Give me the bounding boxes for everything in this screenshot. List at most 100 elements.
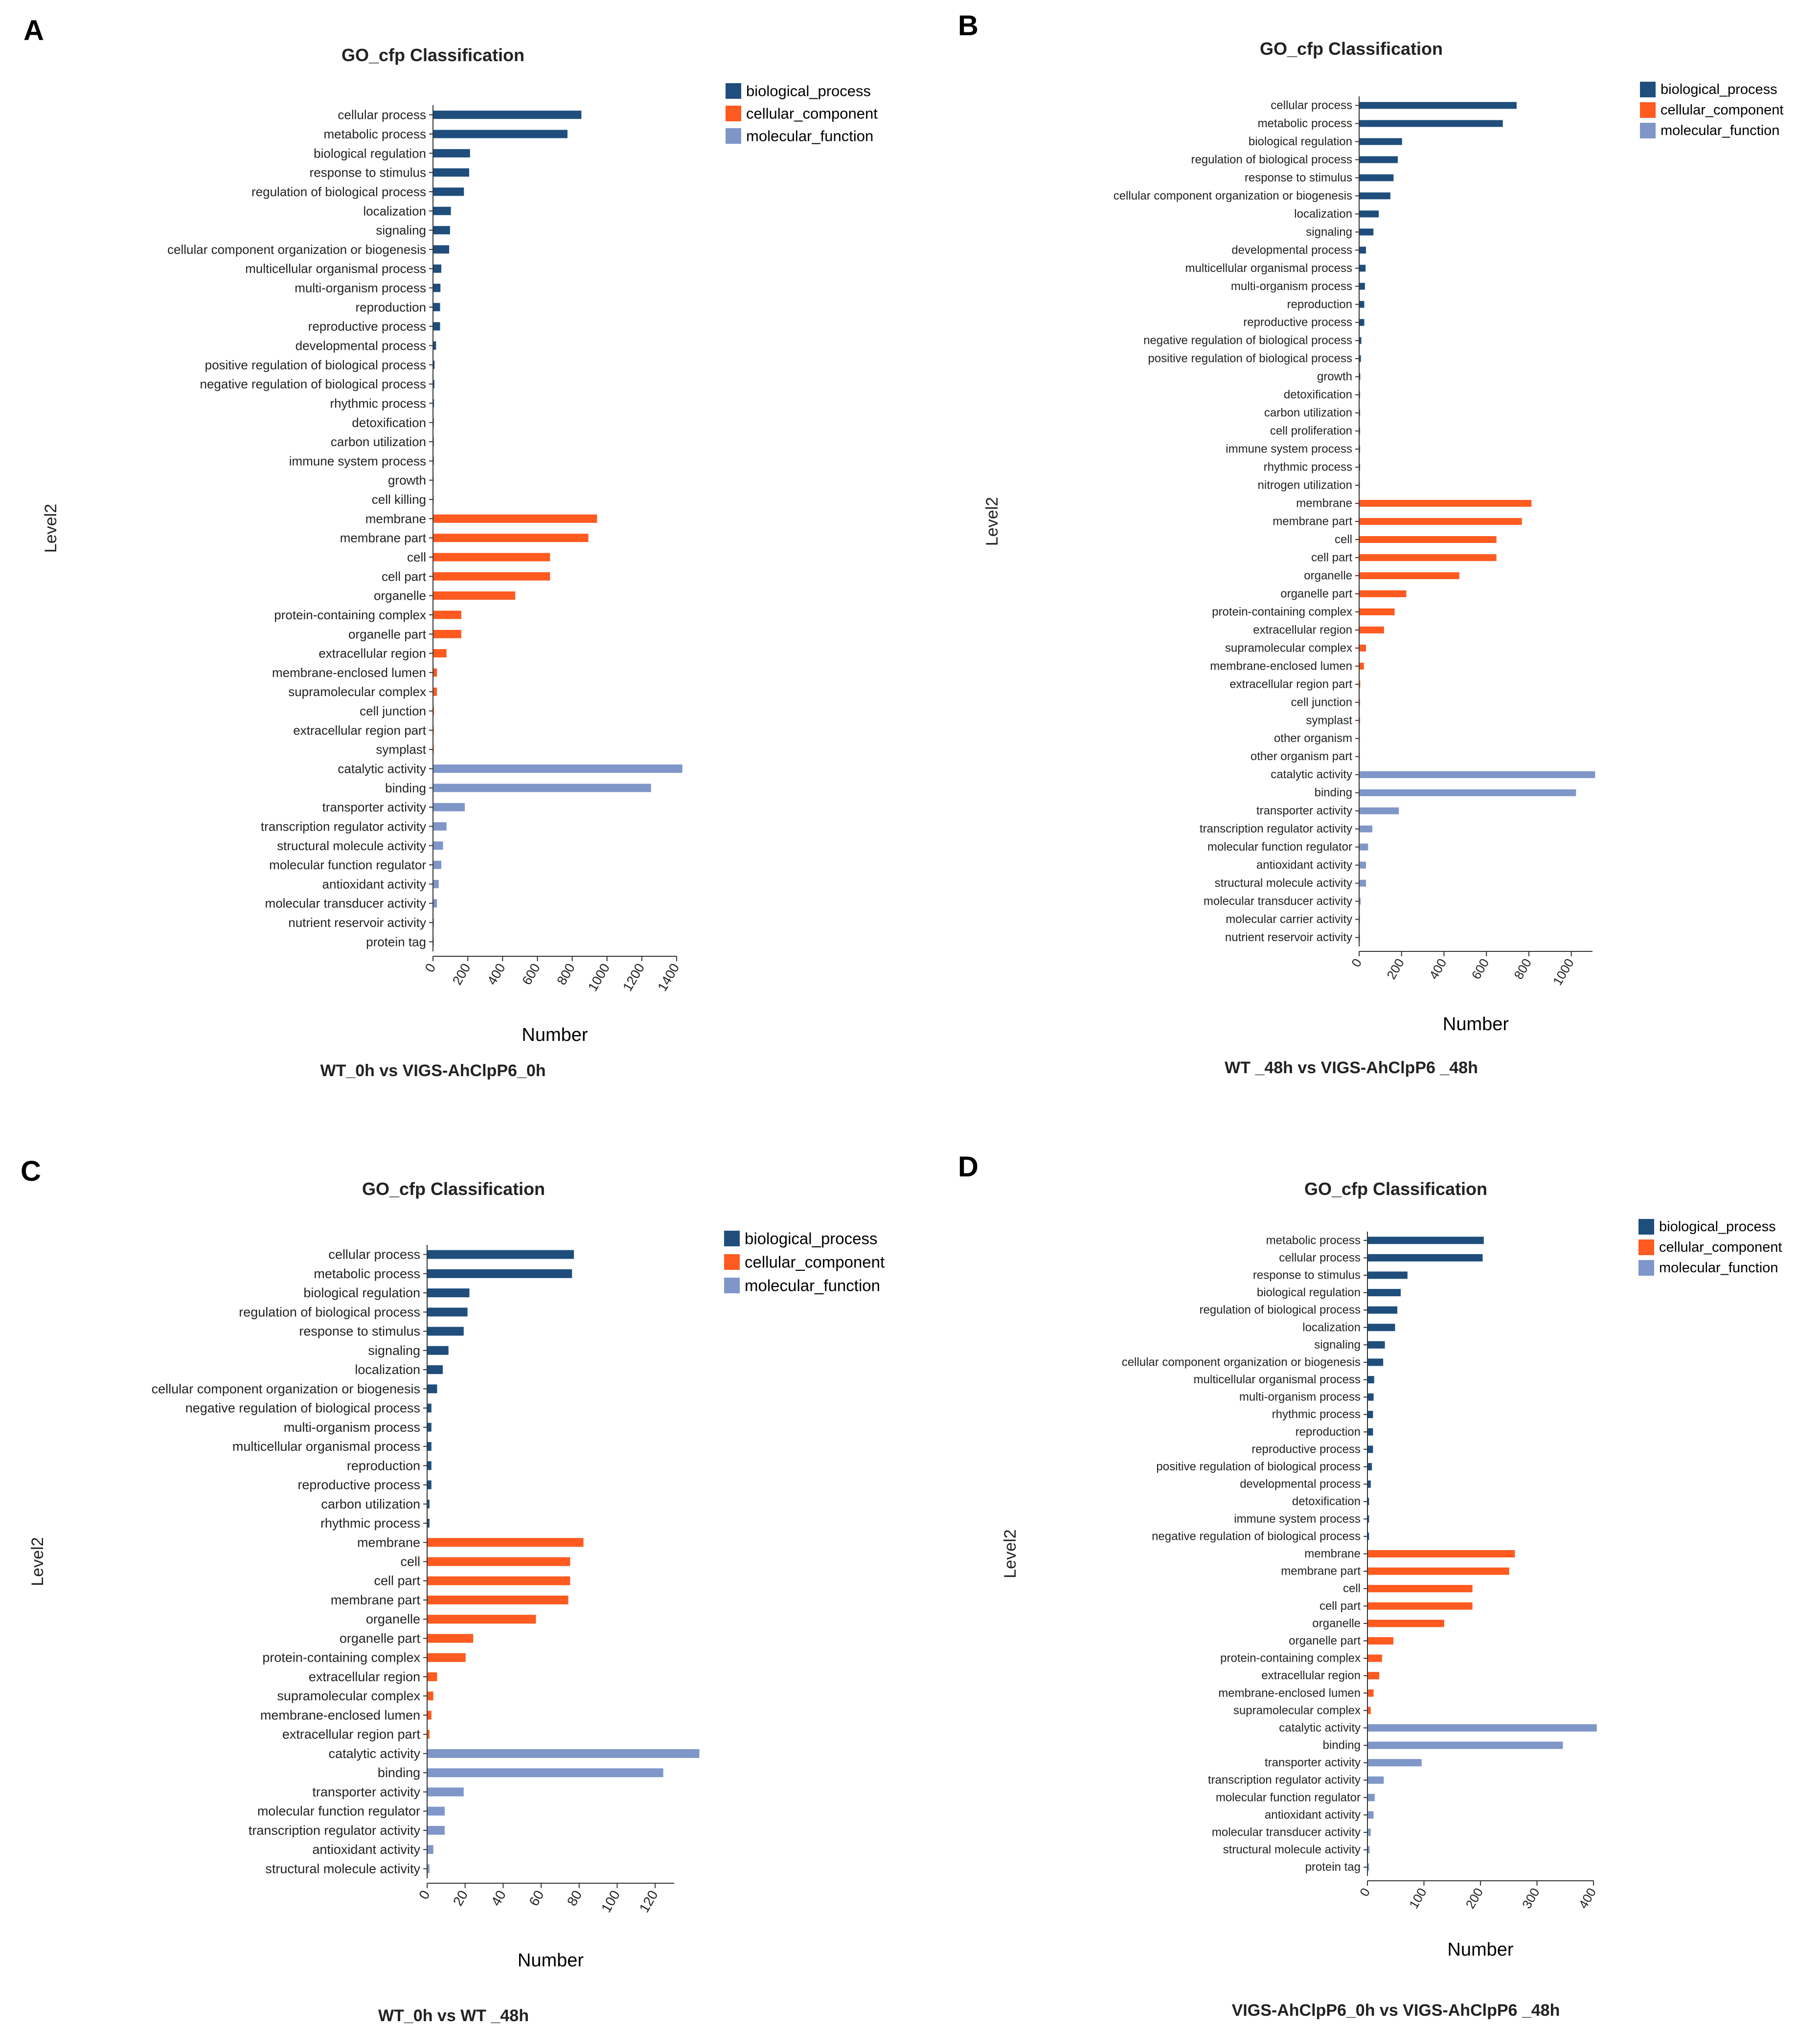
category-label-membrane-enclosed-lumen: membrane-enclosed lumen [1218, 1687, 1361, 1700]
category-label-cell-part: cell part [1320, 1600, 1361, 1613]
category-label-membrane-enclosed-lumen: membrane-enclosed lumen [272, 665, 426, 680]
category-label-growth: growth [388, 473, 426, 488]
bar-cellular-component-organization-or-biogenesis [1360, 192, 1390, 200]
category-label-biological-regulation: biological regulation [314, 146, 426, 160]
bar-binding [1360, 789, 1576, 796]
category-label-transcription-regulator-activity: transcription regulator activity [1208, 1774, 1361, 1787]
category-label-metabolic-process: metabolic process [323, 127, 426, 141]
category-label-cellular-process: cellular process [338, 108, 426, 122]
bar-structural-molecule-activity [433, 841, 443, 850]
x-tick-label: 300 [1519, 1885, 1543, 1911]
bar-biological-regulation [428, 1288, 470, 1298]
bar-membrane-part [433, 534, 589, 542]
bar-cellular-component-organization-or-biogenesis [428, 1384, 437, 1394]
bar-transcription-regulator-activity [428, 1825, 445, 1835]
bar-signaling [1360, 228, 1374, 236]
category-label-positive-regulation-of-biological-process: positive regulation of biological proces… [205, 358, 426, 372]
category-label-cellular-component-organization-or-biogenesis: cellular component organization or bioge… [1122, 1355, 1361, 1369]
bar-supramolecular-complex [428, 1691, 433, 1701]
legend-swatch-biological-process [726, 83, 741, 99]
bar-cellular-process [428, 1250, 574, 1259]
category-label-growth: growth [1317, 370, 1352, 383]
bar-membrane-enclosed-lumen [433, 668, 437, 677]
x-tick-label: 400 [1575, 1885, 1599, 1911]
bar-protein-tag [433, 937, 434, 946]
bar-symplast [433, 745, 434, 754]
bar-detoxification [433, 418, 434, 427]
category-label-localization: localization [1294, 207, 1352, 221]
bar-organelle-part [1368, 1637, 1393, 1645]
category-label-developmental-process: developmental process [1231, 244, 1352, 257]
bar-membrane-part [1368, 1567, 1509, 1575]
bar-molecular-function-regulator [428, 1806, 445, 1816]
panel-a: A GO_cfp Classification WT_0h vs VIGS-AhCl… [23, 15, 878, 1080]
bar-reproductive-process [428, 1480, 432, 1489]
bar-reproductive-process [433, 322, 440, 331]
bar-antioxidant-activity [1360, 861, 1366, 869]
x-tick-label: 200 [450, 961, 474, 988]
bar-negative-regulation-of-biological-process [1360, 337, 1362, 344]
bar-antioxidant-activity [428, 1845, 433, 1854]
category-label-membrane: membrane [365, 511, 426, 526]
category-label-reproduction: reproduction [1287, 298, 1352, 311]
category-label-signaling: signaling [376, 223, 426, 238]
bar-multi-organism-process [1368, 1393, 1374, 1401]
comparison-label: VIGS-AhClpP6_0h vs VIGS-AhClpP6 _48h [1232, 2001, 1560, 2020]
category-label-positive-regulation-of-biological-process: positive regulation of biological proces… [1156, 1460, 1361, 1473]
bar-antioxidant-activity [433, 879, 439, 888]
legend-label-cellular-component: cellular_component [1659, 1239, 1782, 1255]
category-label-antioxidant-activity: antioxidant activity [322, 877, 426, 891]
bar-rhythmic-process [1368, 1411, 1373, 1419]
category-label-localization: localization [355, 1362, 420, 1377]
category-label-localization: localization [1302, 1321, 1361, 1334]
chart-title: GO_cfp Classification [341, 45, 524, 65]
category-label-extracellular-region-part: extracellular region part [282, 1727, 421, 1742]
legend-label-molecular-function: molecular_function [1661, 123, 1779, 138]
bar-detoxification [1368, 1498, 1369, 1506]
bar-rhythmic-process [428, 1519, 430, 1528]
bar-localization [433, 206, 451, 215]
bar-transporter-activity [1368, 1759, 1422, 1767]
bar-transporter-activity [428, 1787, 464, 1797]
category-label-transporter-activity: transporter activity [322, 800, 426, 814]
bar-multi-organism-process [1360, 283, 1365, 290]
category-label-membrane-part: membrane part [1281, 1565, 1361, 1578]
x-tick-label: 1200 [620, 961, 647, 994]
bar-supramolecular-complex [433, 687, 437, 696]
category-label-carbon-utilization: carbon utilization [1264, 406, 1352, 420]
legend-label-cellular-component: cellular_component [746, 105, 878, 122]
x-tick-label: 400 [484, 961, 508, 988]
bar-developmental-process [433, 341, 436, 350]
bar-multicellular-organismal-process [1360, 265, 1366, 272]
category-label-transporter-activity: transporter activity [1256, 804, 1352, 817]
category-label-extracellular-region: extracellular region [318, 646, 426, 661]
category-label-metabolic-process: metabolic process [314, 1266, 420, 1281]
x-axis-label: Number [522, 1025, 588, 1045]
category-label-multi-organism-process: multi-organism process [1231, 280, 1352, 293]
bar-binding [433, 784, 651, 792]
category-label-rhythmic-process: rhythmic process [320, 1516, 420, 1531]
category-label-multicellular-organismal-process: multicellular organismal process [1194, 1373, 1361, 1386]
bar-regulation-of-biological-process [1368, 1306, 1398, 1314]
category-label-nutrient-reservoir-activity: nutrient reservoir activity [288, 915, 426, 930]
category-label-catalytic-activity: catalytic activity [338, 761, 426, 776]
category-label-extracellular-region: extracellular region [1261, 1669, 1361, 1682]
category-label-molecular-transducer-activity: molecular transducer activity [1212, 1826, 1361, 1839]
bar-molecular-function-regulator [433, 860, 442, 869]
x-axis-label: Number [518, 1950, 584, 1971]
category-label-cellular-process: cellular process [1279, 1251, 1361, 1264]
bar-protein-containing-complex [1368, 1654, 1382, 1662]
bar-cell-part [1368, 1602, 1473, 1610]
category-label-cell-part: cell part [374, 1574, 420, 1588]
category-label-extracellular-region: extracellular region [309, 1669, 420, 1684]
bar-organelle-part [428, 1634, 474, 1643]
panel-letter: C [21, 1155, 41, 1187]
x-tick-label: 0 [1348, 956, 1365, 969]
category-label-cell: cell [1343, 1582, 1361, 1595]
category-label-cell-killing: cell killing [372, 492, 426, 507]
bar-developmental-process [1360, 247, 1366, 254]
category-label-metabolic-process: metabolic process [1266, 1234, 1361, 1247]
category-label-reproductive-process: reproductive process [308, 319, 426, 334]
bar-molecular-transducer-activity [1368, 1828, 1371, 1836]
